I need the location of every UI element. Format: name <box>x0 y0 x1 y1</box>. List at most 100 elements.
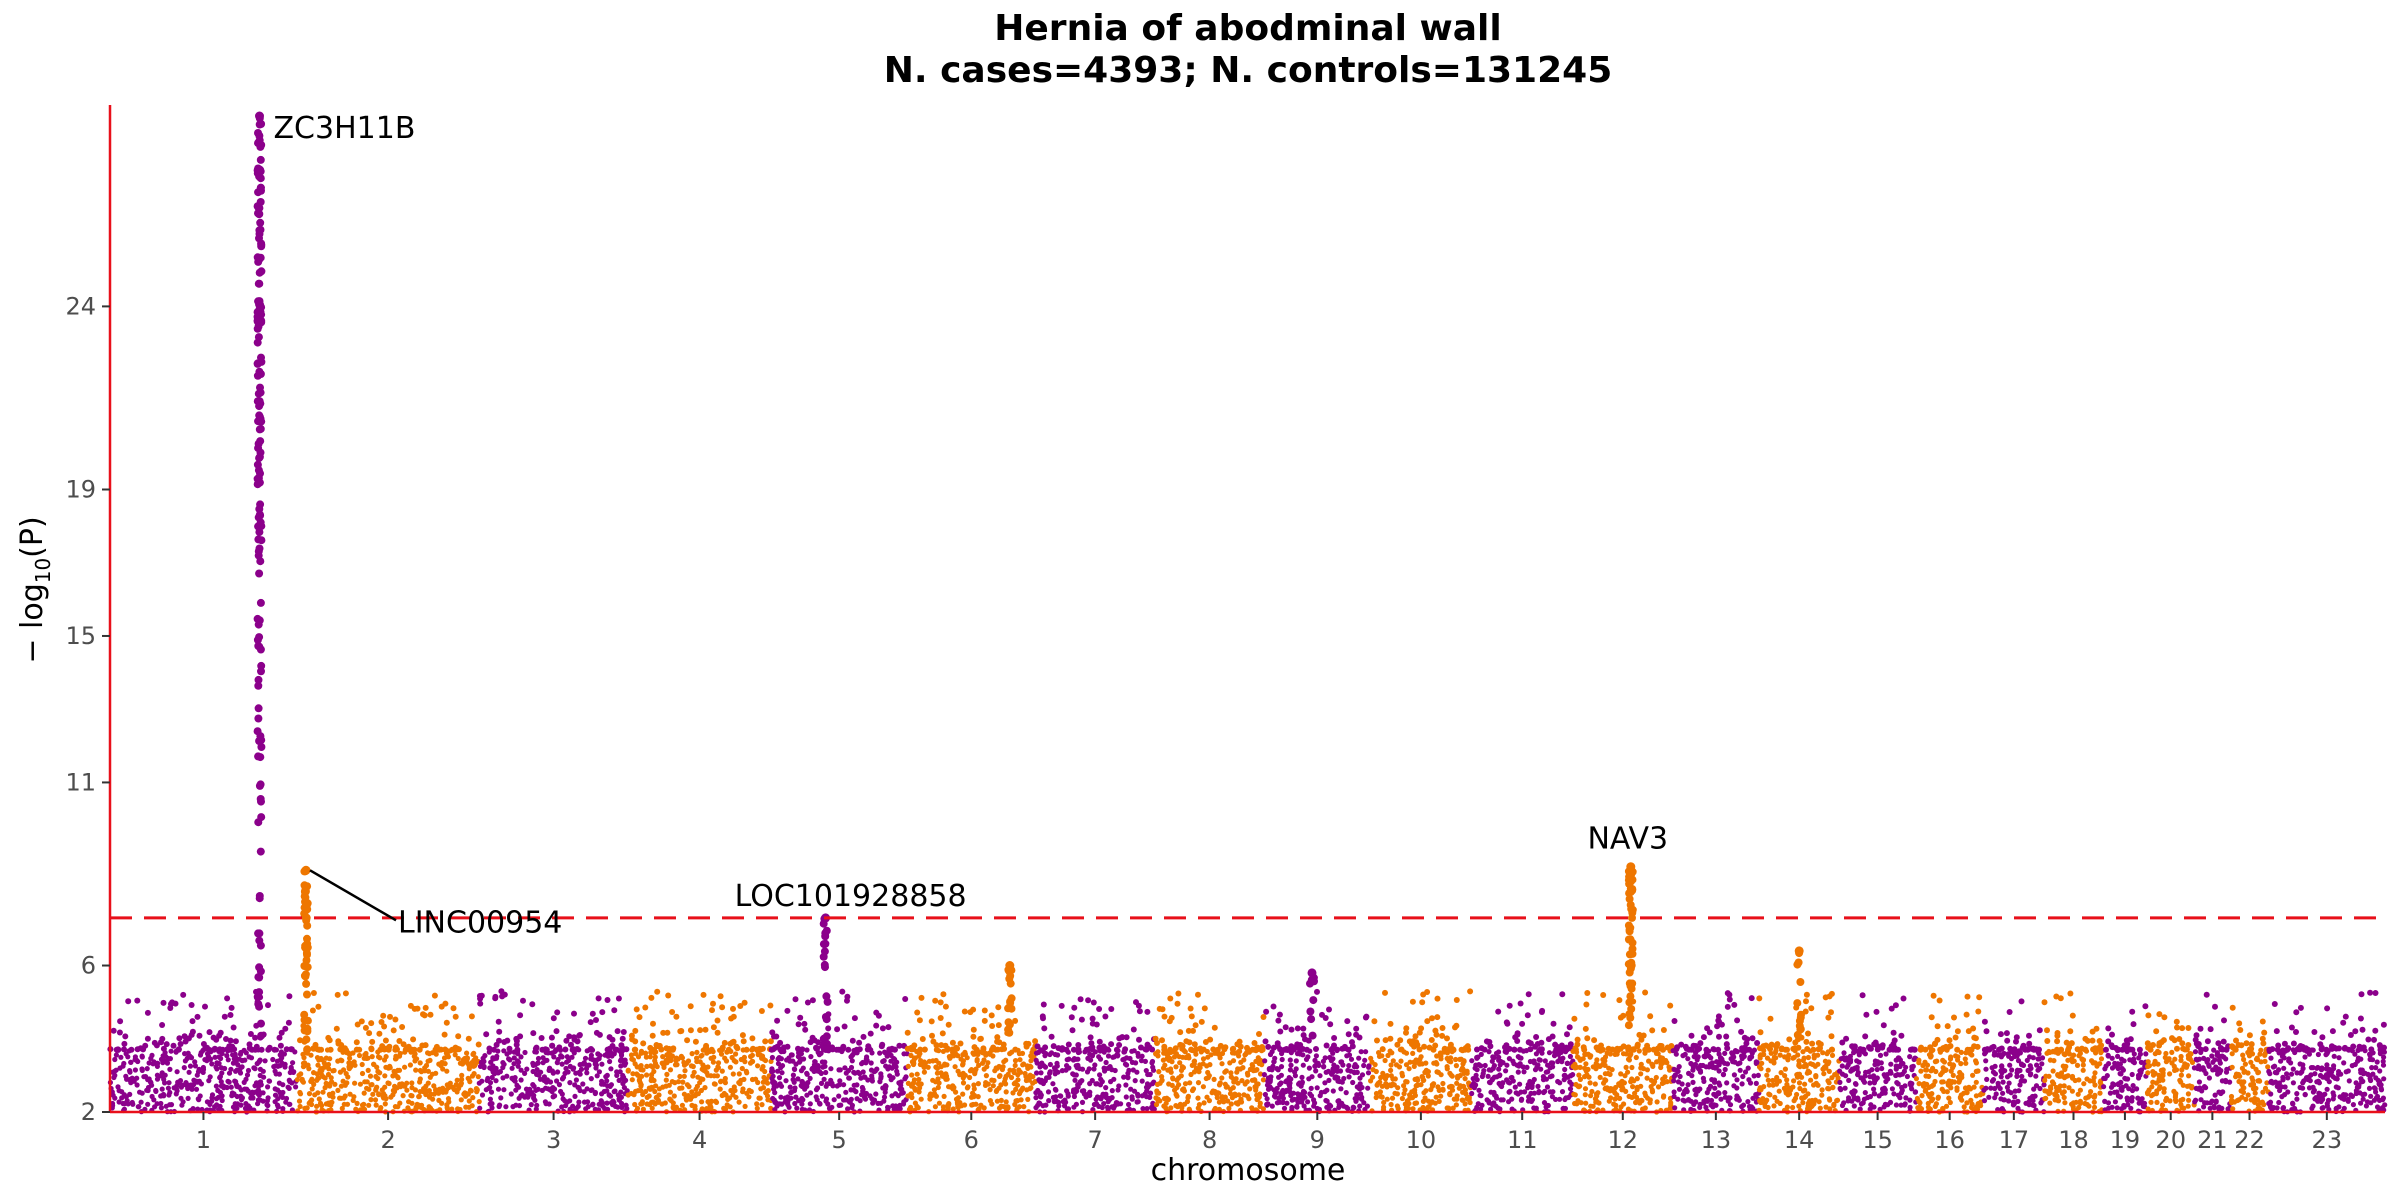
snp-point <box>400 1093 406 1099</box>
snp-point <box>1180 1087 1186 1093</box>
snp-point <box>1880 1022 1887 1029</box>
snp-point <box>1381 1099 1387 1106</box>
snp-point <box>1661 1093 1667 1099</box>
snp-point <box>1345 1031 1352 1038</box>
snp-point <box>202 1057 208 1063</box>
snp-point <box>1740 1073 1746 1080</box>
snp-point <box>282 1025 289 1032</box>
snp-point <box>1359 1072 1366 1078</box>
snp-point <box>180 991 187 998</box>
snp-point <box>511 1055 517 1061</box>
snp-point <box>1021 1104 1027 1110</box>
snp-point <box>1121 1074 1127 1080</box>
snp-point <box>562 1046 569 1053</box>
snp-point <box>226 1079 232 1085</box>
snp-point <box>508 1091 514 1097</box>
snp-point <box>1068 1014 1075 1021</box>
snp-point <box>1541 1100 1548 1106</box>
snp-point <box>439 1100 445 1106</box>
snp-point <box>1395 1085 1401 1091</box>
snp-point <box>585 1099 591 1105</box>
snp-point <box>1200 1056 1207 1062</box>
snp-point <box>496 1103 502 1110</box>
snp-point <box>1191 1041 1198 1048</box>
snp-point <box>1186 1039 1193 1046</box>
snp-point <box>1450 1046 1457 1053</box>
snp-point <box>993 1065 999 1071</box>
snp-point <box>630 1071 636 1077</box>
snp-point <box>1847 1059 1854 1065</box>
snp-point <box>350 1050 356 1056</box>
snp-point <box>1393 1062 1400 1068</box>
snp-point <box>918 1058 924 1064</box>
snp-point <box>1132 1078 1138 1084</box>
snp-point <box>139 1066 145 1072</box>
snp-point <box>1826 1086 1832 1092</box>
snp-point <box>1685 1082 1691 1088</box>
snp-point <box>1753 1080 1759 1086</box>
snp-point <box>681 1073 687 1079</box>
snp-point <box>902 996 909 1002</box>
snp-point <box>670 1105 676 1111</box>
snp-point <box>1149 1106 1155 1112</box>
snp-point <box>974 1056 980 1063</box>
snp-point <box>1134 1069 1140 1075</box>
snp-point <box>1345 1067 1351 1073</box>
snp-point <box>733 1094 739 1100</box>
snp-point <box>1774 1074 1780 1081</box>
snp-point <box>1671 1018 1678 1024</box>
snp-point <box>397 1050 403 1057</box>
snp-point <box>1012 1046 1019 1053</box>
snp-point <box>1583 1061 1589 1067</box>
snp-point <box>1200 1061 1206 1067</box>
snp-point <box>617 1069 623 1075</box>
snp-point <box>719 1046 725 1053</box>
snp-point <box>1613 1084 1619 1091</box>
snp-point <box>285 1019 292 1026</box>
snp-point <box>468 1013 475 1020</box>
snp-point <box>589 1010 596 1017</box>
snp-point <box>1485 1073 1491 1079</box>
snp-point <box>1420 991 1427 998</box>
snp-point <box>967 1009 974 1016</box>
snp-point <box>1662 1074 1668 1080</box>
snp-point <box>940 1104 947 1110</box>
snp-point <box>697 1080 703 1086</box>
snp-point <box>877 1079 883 1085</box>
snp-point <box>1716 1080 1722 1086</box>
snp-point <box>1339 1045 1346 1052</box>
snp-point <box>1893 1102 1899 1108</box>
snp-point <box>996 1105 1003 1111</box>
snp-point <box>1701 1078 1707 1084</box>
snp-point <box>1791 1078 1797 1084</box>
snp-point <box>709 1007 715 1014</box>
snp-point <box>465 1035 472 1042</box>
snp-point <box>596 1056 602 1062</box>
snp-point <box>278 1057 284 1063</box>
snp-point <box>1050 1043 1057 1050</box>
snp-point <box>665 992 672 999</box>
snp-point <box>288 1064 294 1070</box>
snp-point <box>1533 1105 1539 1111</box>
snp-point <box>1398 1058 1404 1064</box>
snp-point <box>937 1015 944 1021</box>
snp-point <box>1642 1046 1649 1053</box>
snp-point <box>1315 1060 1321 1066</box>
snp-point <box>1330 1069 1336 1076</box>
snp-point <box>556 1044 563 1051</box>
snp-point <box>265 1046 272 1053</box>
snp-point <box>1359 1084 1365 1091</box>
snp-point <box>1179 1105 1185 1111</box>
snp-point <box>1268 1085 1274 1091</box>
snp-point <box>1434 1014 1441 1021</box>
snp-point <box>1559 1089 1566 1095</box>
snp-point <box>1667 1067 1673 1073</box>
snp-point <box>1514 1038 1521 1044</box>
snp-point <box>513 1035 520 1042</box>
snp-point <box>1697 1040 1704 1047</box>
snp-point <box>1403 1029 1409 1036</box>
snp-point <box>1387 1048 1393 1054</box>
snp-point <box>1852 1081 1859 1087</box>
snp-point <box>1898 1032 1905 1039</box>
